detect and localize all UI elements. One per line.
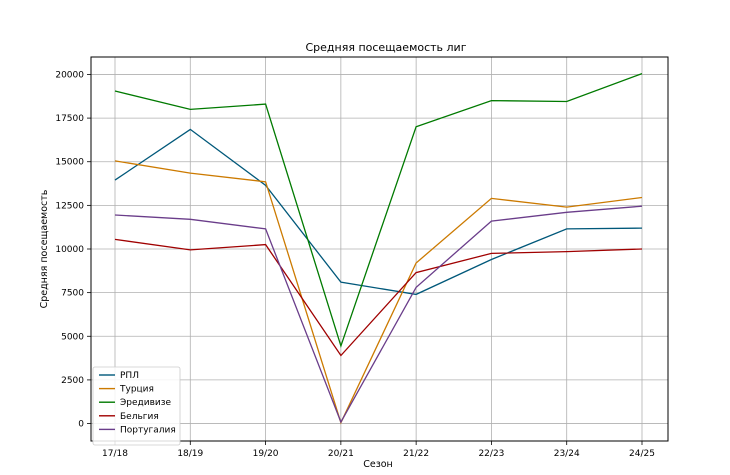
y-tick-label: 10000 [55, 245, 84, 255]
x-tick-label: 21/22 [403, 449, 429, 459]
legend-label: Бельгия [120, 412, 159, 422]
x-tick-label: 17/18 [102, 449, 128, 459]
y-tick-label: 0 [78, 420, 84, 430]
y-tick-label: 7500 [61, 289, 84, 299]
x-axis-label: Сезон [363, 459, 393, 470]
series-line-2 [114, 72, 643, 348]
y-tick-label: 12500 [55, 201, 84, 211]
series-line-3 [114, 238, 643, 357]
x-tick-label: 23/24 [554, 449, 580, 459]
series-layer [114, 72, 643, 425]
legend-label: Турция [119, 385, 154, 395]
legend-label: РПЛ [120, 371, 139, 381]
x-tick-label: 20/21 [328, 449, 354, 459]
y-tick-label: 5000 [61, 332, 84, 342]
x-tick-label: 22/23 [478, 449, 504, 459]
x-tick-label: 24/25 [629, 449, 655, 459]
y-axis-label: Средняя посещаемость [39, 189, 50, 308]
series-line-1 [114, 160, 643, 425]
x-tick-label: 19/20 [253, 449, 279, 459]
x-axis-ticks: 17/18 18/19 19/20 20/21 21/22 22/23 23/24 24/25 [102, 441, 655, 459]
x-tick-label: 18/19 [177, 449, 203, 459]
series-line-0 [114, 128, 643, 296]
y-axis-ticks: 0 2500 5000 7500 10000 12500 15000 17500 20000 [55, 70, 91, 430]
chart-title: Средняя посещаемость лиг [306, 41, 467, 54]
grid-lines [91, 57, 668, 441]
y-tick-label: 17500 [55, 114, 84, 124]
y-tick-label: 2500 [61, 376, 84, 386]
legend: РПЛ Турция Эредивизе Бельгия Португалия [92, 366, 181, 446]
legend-box [92, 366, 181, 446]
legend-label: Португалия [120, 425, 176, 435]
y-tick-label: 15000 [55, 158, 84, 168]
y-tick-label: 20000 [55, 70, 84, 80]
series-line-4 [114, 205, 643, 424]
legend-label: Эредивизе [120, 398, 172, 408]
